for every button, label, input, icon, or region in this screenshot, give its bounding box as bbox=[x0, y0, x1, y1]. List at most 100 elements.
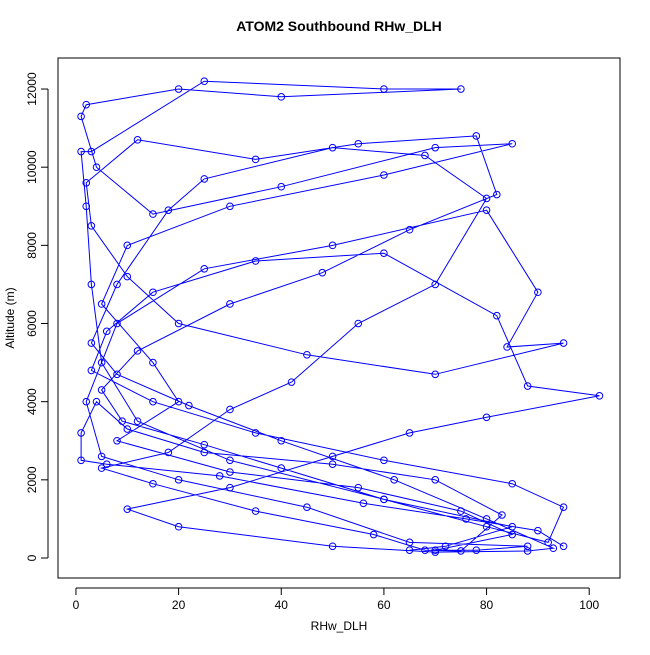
y-tick-label: 12000 bbox=[25, 72, 39, 106]
point bbox=[123, 272, 132, 281]
point bbox=[87, 366, 96, 375]
point bbox=[405, 538, 414, 547]
point bbox=[277, 464, 286, 472]
point bbox=[174, 319, 183, 328]
point bbox=[523, 547, 532, 555]
point bbox=[318, 268, 327, 277]
point bbox=[328, 542, 337, 551]
point bbox=[441, 542, 450, 551]
point bbox=[457, 85, 465, 93]
x-tick-label: 20 bbox=[172, 598, 186, 612]
point bbox=[82, 202, 91, 211]
point bbox=[508, 522, 517, 531]
x-tick-label: 0 bbox=[73, 598, 80, 612]
x-tick-label: 80 bbox=[480, 598, 494, 612]
point bbox=[354, 139, 363, 148]
point bbox=[133, 136, 142, 144]
point bbox=[82, 179, 91, 187]
point bbox=[559, 503, 568, 511]
point bbox=[431, 548, 440, 556]
point bbox=[97, 464, 106, 472]
point bbox=[503, 343, 511, 351]
point bbox=[482, 515, 491, 523]
point bbox=[534, 526, 542, 535]
x-tick-label: 100 bbox=[579, 598, 599, 612]
point bbox=[328, 452, 337, 461]
point bbox=[251, 257, 260, 265]
point bbox=[226, 483, 234, 492]
point bbox=[102, 460, 111, 468]
point bbox=[164, 448, 173, 457]
point bbox=[493, 190, 501, 199]
point bbox=[405, 429, 414, 437]
point bbox=[174, 476, 183, 484]
point bbox=[87, 222, 96, 230]
point bbox=[251, 507, 260, 515]
point bbox=[544, 538, 552, 547]
point bbox=[523, 542, 532, 551]
y-axis-label: Altitude (m) bbox=[3, 287, 17, 348]
point bbox=[174, 397, 183, 406]
point bbox=[149, 210, 157, 218]
point bbox=[87, 339, 96, 347]
point bbox=[102, 327, 111, 336]
point bbox=[431, 280, 440, 289]
point bbox=[87, 147, 96, 156]
point bbox=[369, 530, 378, 539]
point bbox=[508, 479, 517, 488]
point bbox=[431, 370, 440, 379]
x-axis-label: RHw_DLH bbox=[311, 619, 368, 633]
point bbox=[277, 182, 286, 191]
point bbox=[77, 112, 85, 121]
point bbox=[559, 339, 568, 347]
point bbox=[421, 151, 429, 160]
point bbox=[92, 397, 101, 406]
point bbox=[303, 503, 311, 511]
y-tick-label: 2000 bbox=[25, 466, 39, 493]
point bbox=[113, 370, 121, 379]
point bbox=[77, 147, 85, 156]
point bbox=[303, 350, 311, 359]
point bbox=[174, 85, 183, 93]
point bbox=[380, 456, 388, 465]
point bbox=[200, 448, 209, 457]
point bbox=[457, 507, 465, 515]
point bbox=[405, 546, 414, 554]
point bbox=[277, 436, 286, 445]
point bbox=[133, 347, 142, 355]
point bbox=[123, 425, 132, 433]
point bbox=[87, 280, 96, 289]
point bbox=[82, 397, 91, 406]
point bbox=[534, 288, 542, 297]
point bbox=[77, 429, 85, 437]
x-tick-label: 40 bbox=[275, 598, 289, 612]
point bbox=[226, 405, 234, 414]
point bbox=[164, 206, 173, 214]
point bbox=[251, 155, 260, 164]
point bbox=[287, 378, 296, 386]
point bbox=[354, 483, 363, 492]
y-tick-label: 0 bbox=[25, 554, 39, 561]
point bbox=[97, 300, 106, 308]
point bbox=[493, 311, 501, 320]
point bbox=[185, 401, 193, 410]
point bbox=[380, 171, 388, 179]
point bbox=[149, 288, 157, 297]
y-tick-label: 8000 bbox=[25, 232, 39, 259]
point bbox=[200, 77, 209, 86]
point bbox=[380, 249, 388, 257]
point bbox=[390, 476, 398, 484]
point bbox=[226, 202, 234, 211]
point bbox=[595, 392, 604, 400]
point bbox=[523, 382, 532, 390]
point bbox=[123, 505, 132, 513]
point bbox=[359, 499, 368, 508]
point bbox=[118, 417, 126, 426]
point bbox=[472, 546, 481, 554]
point bbox=[431, 546, 440, 554]
point bbox=[97, 386, 106, 394]
point bbox=[380, 495, 388, 504]
point bbox=[482, 206, 491, 214]
point bbox=[226, 300, 234, 308]
